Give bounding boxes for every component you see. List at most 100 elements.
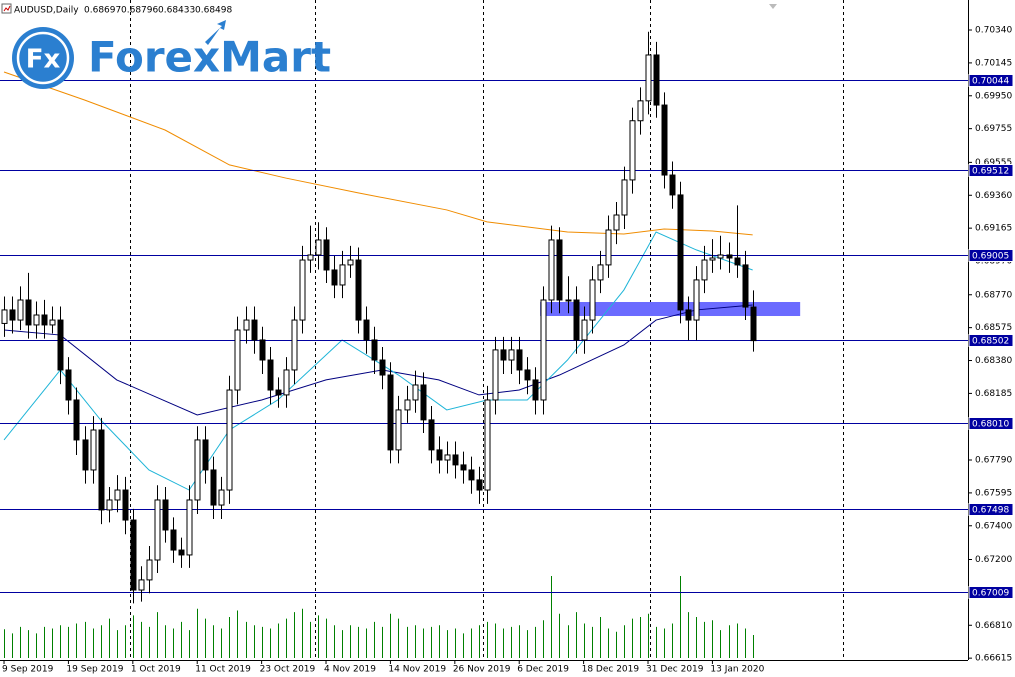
- candle-body: [82, 439, 89, 471]
- candle-body: [49, 319, 56, 326]
- candle-body: [251, 319, 258, 341]
- y-tick-label: 0.67400: [975, 521, 1012, 531]
- candle-body: [621, 179, 628, 216]
- candle-body: [573, 299, 580, 341]
- level-label-box: [968, 249, 1014, 262]
- y-tick-label: 0.68185: [975, 389, 1012, 399]
- candle-body: [210, 469, 217, 506]
- x-tick-label: 9 Sep 2019: [2, 665, 54, 675]
- candle-body: [516, 349, 523, 371]
- x-tick-label: 14 Nov 2019: [388, 665, 446, 675]
- logo-circle: [12, 27, 74, 89]
- x-tick-label: 26 Nov 2019: [453, 665, 511, 675]
- candle-body: [331, 269, 338, 286]
- candle-body: [468, 469, 475, 481]
- candle-body: [452, 454, 459, 466]
- y-tick-label: 0.67595: [975, 488, 1012, 498]
- x-tick-label: 13 Jan 2020: [710, 665, 764, 675]
- y-tick-label: 0.66810: [975, 621, 1012, 631]
- header-open: 0.68697: [84, 6, 121, 16]
- candle-body: [428, 419, 435, 451]
- candle-body: [90, 429, 97, 471]
- candle-body: [742, 264, 749, 308]
- level-layer: [0, 80, 968, 593]
- candle-body: [65, 369, 72, 401]
- logo-arrow: [205, 20, 226, 45]
- level-label: 0.68010: [972, 420, 1009, 430]
- ma-layer: [3, 71, 753, 491]
- candle-body: [524, 369, 531, 381]
- candle-body: [565, 299, 572, 302]
- candle-body: [556, 239, 563, 301]
- y-tick-label: 0.69755: [975, 124, 1012, 134]
- candle-body: [114, 489, 121, 501]
- x-tick-label: 4 Nov 2019: [324, 665, 376, 675]
- candle-body: [709, 257, 716, 261]
- header-symbol: AUDUSD,Daily: [14, 6, 79, 16]
- candle-body: [613, 214, 620, 231]
- candle-body: [492, 349, 499, 401]
- candle-body: [9, 309, 16, 321]
- level-label-box: [968, 586, 1014, 599]
- candle-body: [645, 54, 652, 102]
- moving-average: [3, 71, 753, 236]
- x-tick-label: 11 Oct 2019: [195, 665, 251, 675]
- candle-body: [750, 306, 757, 342]
- candle-body: [508, 349, 515, 361]
- candle-body: [476, 479, 483, 491]
- moving-average: [3, 231, 753, 491]
- candle-body: [701, 259, 708, 281]
- candle-body: [661, 104, 668, 176]
- candle-body: [323, 239, 330, 271]
- candle-body: [669, 174, 676, 196]
- volume-layer: [4, 576, 754, 658]
- candle-body: [25, 299, 32, 326]
- level-label: 0.67009: [972, 589, 1009, 599]
- y-tick-label: 0.69165: [975, 224, 1012, 234]
- candle-layer: [1, 31, 757, 604]
- candle-body: [106, 499, 113, 511]
- candle-body: [339, 264, 346, 286]
- y-tick-label: 0.70340: [975, 26, 1012, 36]
- axis-layer: 0.70340 0.70145 0.69950 0.69755 0.69555 0.693…: [2, 26, 1014, 675]
- candle-body: [685, 309, 692, 321]
- level-label: 0.69512: [972, 167, 1009, 177]
- candle-body: [436, 449, 443, 461]
- candle-body: [412, 384, 419, 401]
- candle-body: [629, 120, 636, 181]
- y-tick-label: 0.69950: [975, 91, 1012, 101]
- y-tick-label: 0.69360: [975, 191, 1012, 201]
- shift-marker: [769, 4, 777, 9]
- x-tick-label: 1 Oct 2019: [131, 665, 181, 675]
- candle-body: [186, 499, 193, 556]
- candle-body: [484, 399, 491, 491]
- candle-body: [717, 254, 724, 259]
- level-label: 0.69005: [972, 252, 1009, 262]
- candle-body: [581, 319, 588, 341]
- candle-body: [589, 279, 596, 321]
- candle-body: [347, 259, 354, 266]
- candle-body: [726, 254, 733, 259]
- candle-body: [170, 529, 177, 551]
- candle-body: [404, 399, 411, 411]
- y-tick-label: 0.69555: [975, 158, 1012, 168]
- header-low: 0.68433: [158, 6, 195, 16]
- candle-body: [33, 314, 40, 326]
- candle-body: [267, 359, 274, 391]
- y-tick-label: 0.67790: [975, 456, 1012, 466]
- candle-body: [138, 579, 145, 591]
- y-tick-label: 0.68770: [975, 290, 1012, 300]
- candle-body: [307, 254, 314, 261]
- candle-body: [363, 319, 370, 341]
- candle-body: [677, 194, 684, 311]
- candle-body: [162, 499, 169, 531]
- candle-body: [460, 464, 467, 471]
- candle-body: [395, 409, 402, 451]
- period-separators: [130, 0, 844, 660]
- header: AUDUSD,Daily 0.68697 0.68796 0.68433 0.6…: [1, 3, 232, 16]
- level-label: 0.68502: [972, 337, 1009, 347]
- candle-body: [299, 259, 306, 321]
- logo-icon: Fx: [26, 45, 61, 75]
- candle-body: [291, 319, 298, 371]
